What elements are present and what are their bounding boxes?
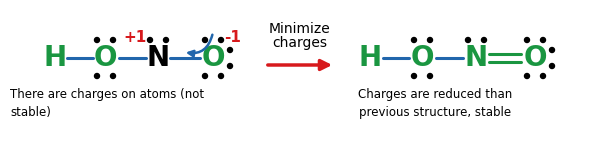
Text: Charges are reduced than
previous structure, stable: Charges are reduced than previous struct…: [358, 88, 512, 119]
Circle shape: [218, 37, 223, 42]
Circle shape: [163, 37, 169, 42]
Circle shape: [110, 37, 115, 42]
Circle shape: [148, 37, 152, 42]
Circle shape: [541, 74, 545, 79]
Circle shape: [427, 74, 433, 79]
Circle shape: [524, 74, 530, 79]
Circle shape: [550, 63, 554, 68]
Circle shape: [227, 63, 233, 68]
Text: +1: +1: [124, 31, 146, 45]
Circle shape: [482, 37, 487, 42]
Text: O: O: [523, 44, 547, 72]
Circle shape: [218, 74, 223, 79]
Circle shape: [95, 37, 100, 42]
Text: charges: charges: [272, 36, 328, 50]
Text: N: N: [464, 44, 488, 72]
Text: O: O: [201, 44, 225, 72]
Circle shape: [412, 74, 416, 79]
Circle shape: [541, 37, 545, 42]
Circle shape: [550, 48, 554, 53]
Text: H: H: [43, 44, 67, 72]
Text: O: O: [410, 44, 434, 72]
Circle shape: [95, 74, 100, 79]
Text: N: N: [146, 44, 170, 72]
Text: There are charges on atoms (not
stable): There are charges on atoms (not stable): [10, 88, 204, 119]
Text: O: O: [93, 44, 117, 72]
Circle shape: [227, 48, 233, 53]
Circle shape: [203, 74, 208, 79]
Circle shape: [110, 74, 115, 79]
Circle shape: [412, 37, 416, 42]
Circle shape: [427, 37, 433, 42]
Circle shape: [203, 37, 208, 42]
Circle shape: [466, 37, 470, 42]
Text: H: H: [358, 44, 382, 72]
Text: -1: -1: [224, 31, 241, 45]
Circle shape: [524, 37, 530, 42]
Text: Minimize: Minimize: [269, 22, 331, 36]
